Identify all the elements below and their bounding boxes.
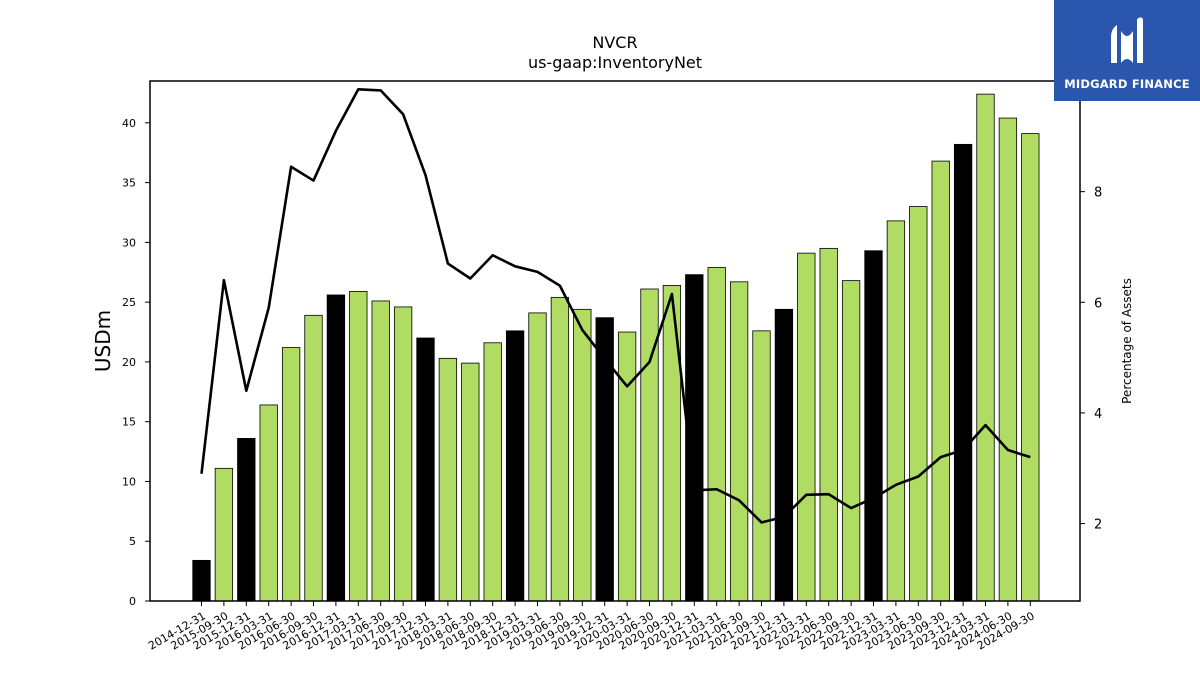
bar-2019-03-31	[528, 312, 547, 602]
bar-2022-09-30	[841, 280, 861, 602]
chart-subtitle: us-gaap:InventoryNet	[528, 53, 702, 72]
percentage-line	[200, 88, 1031, 524]
y-axis-label: USDm	[91, 310, 115, 372]
logo: MIDGARD FINANCE	[1054, 0, 1200, 101]
bar-2022-03-31	[797, 252, 816, 602]
y-tick-label: 15	[122, 416, 136, 429]
y2-axis-label: Percentage of Assets	[1120, 278, 1134, 404]
y-tick-label: 25	[122, 296, 136, 309]
bar-2015-09-30	[214, 467, 234, 602]
bar-2015-12-31	[237, 438, 256, 602]
y2-tick-label: 2	[1094, 518, 1102, 533]
bar-2021-06-30	[729, 281, 749, 602]
bar-2024-09-30	[1021, 133, 1040, 602]
y2-tick-label: 6	[1094, 296, 1102, 311]
bar-2022-06-30	[819, 247, 838, 602]
line-layer	[200, 88, 1031, 524]
logo-text: MIDGARD FINANCE	[1064, 76, 1190, 91]
bar-2017-03-31	[349, 290, 368, 602]
bar-2017-12-31	[416, 337, 435, 602]
y-tick-label: 30	[122, 236, 136, 249]
bar-2019-09-30	[573, 308, 592, 602]
bar-2019-06-30	[550, 296, 570, 602]
y2-tick-label: 4	[1094, 407, 1102, 422]
bar-2023-09-30	[931, 160, 950, 602]
y-tick-label: 35	[122, 177, 136, 190]
bar-2021-12-31	[774, 308, 794, 602]
y-tick-label: 20	[122, 356, 136, 369]
y-tick-label: 10	[122, 475, 136, 488]
bar-2024-06-30	[998, 117, 1018, 602]
bar-2016-12-31	[326, 294, 346, 602]
bar-2023-12-31	[953, 143, 973, 602]
y-tick-label: 0	[129, 595, 136, 608]
bar-2018-03-31	[438, 357, 458, 602]
bar-2018-12-31	[505, 330, 525, 602]
axes-layer: 051015202530354024682014-12-312015-09-30…	[122, 80, 1102, 653]
bar-2021-03-31	[707, 267, 726, 602]
bar-2016-06-30	[281, 347, 301, 602]
y-tick-label: 5	[129, 535, 136, 548]
bar-2020-06-30	[640, 288, 659, 602]
midgard-logo-mark-icon	[1111, 16, 1143, 63]
bar-2017-09-30	[393, 306, 413, 602]
bar-2021-09-30	[752, 330, 771, 602]
bar-2024-03-31	[976, 93, 995, 602]
plot-frame	[149, 80, 1081, 602]
bar-2022-12-31	[864, 250, 883, 602]
chart-title: NVCR	[592, 33, 637, 52]
y2-tick-label: 8	[1094, 186, 1102, 201]
bar-2018-06-30	[461, 362, 480, 602]
bars-layer	[192, 93, 1040, 602]
bar-2016-09-30	[304, 314, 323, 602]
bar-2016-03-31	[259, 404, 278, 602]
bar-2014-12-31	[192, 559, 211, 602]
bar-2020-03-31	[617, 331, 637, 602]
bar-2023-06-30	[909, 206, 928, 602]
bar-2023-03-31	[886, 220, 906, 602]
bar-2018-09-30	[483, 342, 502, 602]
bar-2017-06-30	[371, 300, 390, 602]
bar-2020-09-30	[662, 285, 682, 602]
y-tick-label: 40	[122, 117, 136, 130]
